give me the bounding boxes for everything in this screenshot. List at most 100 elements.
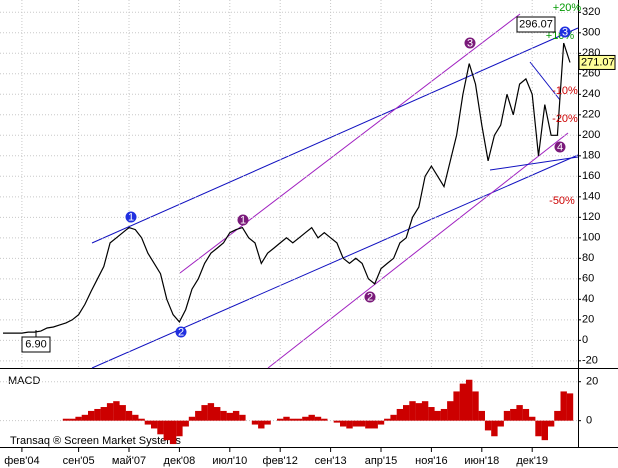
macd-bar: [113, 401, 120, 421]
macd-bar: [415, 403, 422, 421]
macd-bar: [403, 405, 410, 421]
wave-label: 4: [557, 141, 563, 153]
macd-bar: [88, 410, 95, 421]
x-tick-label: дек'08: [164, 455, 196, 467]
wave-marker: [559, 26, 571, 38]
x-tick-label: май'07: [112, 455, 146, 467]
y-tick-label: 240: [582, 88, 600, 100]
y-tick-label: 160: [582, 170, 600, 182]
y-tick-label: 60: [582, 273, 594, 285]
level-label: +20%: [553, 2, 582, 14]
macd-bar: [522, 408, 530, 421]
macd-bar: [321, 418, 328, 421]
macd-bar: [151, 420, 158, 429]
macd-bar: [314, 416, 322, 421]
macd-bar: [377, 420, 385, 425]
trend-line: [267, 132, 569, 369]
y-tick-label: 20: [582, 314, 594, 326]
x-tick-label: фев'04: [4, 455, 39, 467]
macd-bar: [340, 420, 347, 427]
trend-line: [91, 27, 579, 244]
macd-bar: [466, 379, 473, 421]
macd-bar: [163, 420, 170, 441]
macd-bar: [440, 408, 448, 421]
macd-bar: [119, 405, 126, 421]
macd-bar: [132, 414, 139, 421]
level-label: -10%: [552, 85, 578, 97]
macd-bar: [459, 383, 467, 421]
macd-bar: [409, 401, 416, 421]
macd-bar: [371, 420, 378, 429]
macd-bar: [283, 416, 290, 421]
macd-title: MACD: [8, 375, 40, 387]
macd-bar: [207, 403, 215, 421]
x-tick-label: сен'13: [315, 455, 347, 467]
macd-bar: [195, 410, 202, 421]
x-tick-label: ноя'16: [415, 455, 447, 467]
macd-bar: [277, 418, 284, 421]
x-tick-label: дек'19: [516, 455, 548, 467]
wave-marker: [554, 141, 566, 153]
trend-line: [529, 61, 561, 101]
macd-bar: [264, 420, 271, 425]
wave-label: 3: [467, 37, 473, 49]
macd-bar: [390, 414, 397, 421]
level-label: -20%: [552, 113, 578, 125]
wave-label: 2: [178, 326, 184, 338]
footer: Transaq ® Screen Market Systems: [10, 435, 181, 447]
macd-bar: [182, 420, 189, 427]
macd-bar: [472, 391, 479, 421]
last-value-label: 271.07: [581, 56, 615, 68]
y-tick-label: 0: [586, 415, 592, 427]
macd-bar: [157, 420, 164, 435]
macd-bar: [138, 418, 145, 421]
macd-bar: [251, 420, 259, 425]
macd-bar: [491, 420, 498, 437]
macd-bar: [169, 420, 177, 445]
macd-bar: [308, 414, 315, 421]
macd-bar: [75, 416, 82, 421]
macd-bar: [258, 420, 265, 429]
y-tick-label: 100: [582, 232, 600, 244]
wave-marker: [364, 291, 376, 303]
x-tick-label: июн'18: [464, 455, 499, 467]
macd-bar: [226, 412, 233, 421]
last-value-box: [578, 54, 616, 70]
macd-bar: [239, 414, 246, 421]
macd-bar: [302, 416, 309, 421]
wave-label: 1: [128, 211, 134, 223]
macd-bar: [453, 391, 460, 421]
y-tick-label: 0: [582, 334, 588, 346]
macd-bar: [554, 410, 561, 421]
macd-bar: [497, 420, 504, 427]
price-line: [3, 42, 571, 334]
y-tick-label: 20: [586, 376, 598, 388]
macd-bar: [201, 405, 208, 421]
macd-bar: [144, 420, 152, 425]
macd-bar: [358, 420, 366, 427]
label-box: [516, 16, 556, 33]
wave-marker: [237, 214, 249, 226]
macd-bar: [220, 410, 227, 421]
wave-marker: [125, 211, 137, 223]
y-tick-label: 300: [582, 27, 600, 39]
macd-bar: [106, 403, 114, 421]
macd-bar: [434, 410, 441, 421]
macd-bar: [69, 418, 76, 421]
trend-line: [91, 154, 579, 369]
macd-bar: [478, 410, 485, 421]
wave-marker: [464, 37, 476, 49]
high-label: 296.07: [519, 18, 553, 30]
macd-bar: [535, 420, 542, 437]
wave-label: 1: [240, 214, 246, 226]
macd-bar: [516, 405, 523, 421]
macd-bar: [447, 401, 454, 421]
y-tick-label: 260: [582, 68, 600, 80]
macd-bar: [81, 414, 89, 421]
macd-bar: [529, 416, 536, 421]
macd-bar: [188, 416, 196, 421]
macd-bar: [333, 420, 341, 423]
